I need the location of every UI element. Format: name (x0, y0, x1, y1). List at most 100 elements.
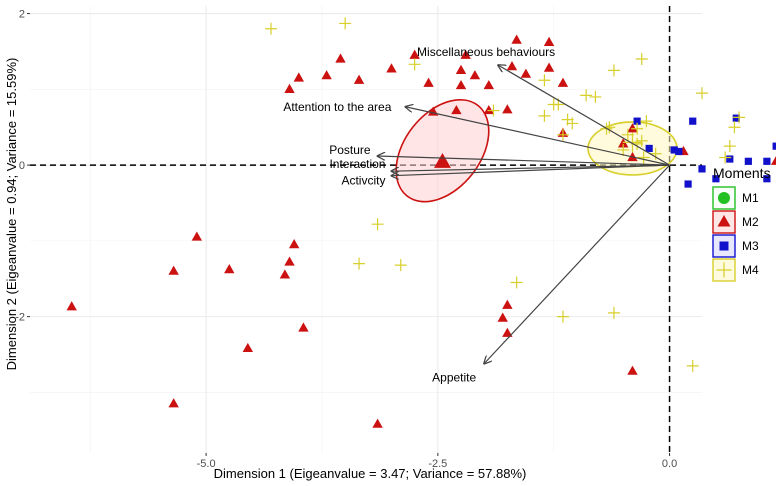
data-point (556, 310, 569, 323)
data-point (511, 34, 522, 44)
data-point (547, 98, 560, 111)
data-point (502, 299, 513, 309)
legend-label-m4: M4 (742, 263, 759, 277)
data-point (607, 306, 620, 319)
vector-label: Posture (329, 143, 371, 157)
data-point (689, 117, 697, 125)
loading-vector (378, 156, 670, 166)
data-point (451, 104, 462, 115)
loading-vector (498, 65, 670, 166)
data-point (520, 68, 532, 78)
data-point (487, 104, 500, 117)
data-point (506, 61, 518, 71)
vector-label: Miscellaneous behaviours (417, 45, 555, 59)
data-point (698, 165, 706, 173)
legend-label-m3: M3 (742, 239, 759, 253)
data-point (483, 79, 495, 90)
series-m4 (264, 17, 746, 372)
data-point (543, 36, 555, 46)
y-tick-label: -2 (15, 312, 25, 324)
data-point (483, 104, 495, 115)
data-point (288, 239, 300, 249)
data-point (712, 175, 720, 183)
data-point (353, 257, 366, 270)
data-point (455, 64, 467, 74)
data-point (627, 123, 638, 133)
data-point (772, 142, 776, 150)
x-tick-label: -2.5 (428, 458, 447, 470)
data-point (670, 146, 678, 154)
data-point (744, 157, 752, 165)
x-tick-label: -5.0 (197, 458, 216, 470)
data-point (298, 322, 309, 332)
data-point (635, 53, 648, 66)
data-point (372, 418, 383, 428)
data-point (242, 342, 254, 353)
centroid-point (622, 132, 643, 153)
data-point (770, 155, 776, 165)
data-point (589, 90, 602, 103)
data-point (168, 398, 179, 408)
data-point (617, 143, 630, 156)
data-point (168, 265, 179, 275)
data-point (321, 70, 332, 80)
data-point (723, 140, 736, 153)
legend-marker-m3 (719, 241, 729, 251)
data-point (423, 77, 434, 87)
data-point (733, 111, 746, 124)
y-axis-title: Dimension 2 (Eigeanvalue = 0.94; Varianc… (4, 58, 19, 371)
data-point (696, 87, 708, 100)
data-point (394, 259, 407, 272)
data-point (633, 117, 641, 125)
confidence-ellipse-m2 (395, 98, 490, 203)
x-axis-title: Dimension 1 (Eigeanvalue = 3.47; Varianc… (214, 466, 527, 481)
data-point (557, 77, 569, 87)
data-point (371, 218, 384, 231)
data-point (543, 62, 555, 72)
data-point (719, 151, 732, 164)
plot-panel: -5.0 -2.5 0.0 -2 0 2 Miscellaneous behaviours A… (15, 6, 776, 470)
data-point (631, 122, 644, 135)
data-point (455, 79, 467, 90)
data-point (293, 72, 304, 82)
y-tick-label: 0 (19, 160, 25, 172)
data-point (640, 115, 653, 128)
data-point (686, 359, 699, 372)
data-point (224, 264, 235, 274)
data-point (566, 117, 579, 130)
data-point (580, 89, 593, 102)
data-point (538, 74, 551, 87)
vector-label: Attention to the area (283, 100, 391, 114)
loading-vector (405, 107, 670, 166)
legend-marker-m1 (718, 192, 730, 204)
data-point (502, 104, 513, 114)
data-point (732, 114, 740, 122)
data-point (409, 49, 420, 59)
data-point (339, 17, 352, 30)
loading-vector (391, 164, 670, 171)
data-point (502, 327, 513, 337)
vector-label: Appetite (432, 371, 476, 385)
data-point (726, 155, 734, 163)
legend-label-m2: M2 (742, 215, 759, 229)
data-point (386, 63, 397, 73)
data-point (353, 74, 365, 84)
series-m3 (633, 114, 776, 188)
data-point (763, 175, 771, 183)
data-point (279, 269, 291, 279)
data-point (649, 147, 662, 160)
data-point (460, 49, 471, 59)
loading-vector (391, 164, 670, 176)
legend-title: Moments (713, 165, 771, 181)
panel-background (30, 6, 702, 453)
series-m2 (66, 34, 776, 428)
y-tick-label: 2 (19, 9, 25, 21)
data-point (510, 276, 523, 289)
data-point (284, 83, 295, 93)
data-point (469, 70, 481, 80)
data-point (556, 128, 569, 141)
data-point (408, 58, 421, 71)
x-tick-label: 0.0 (662, 458, 677, 470)
centroid-point (434, 152, 451, 168)
data-point (621, 128, 634, 141)
